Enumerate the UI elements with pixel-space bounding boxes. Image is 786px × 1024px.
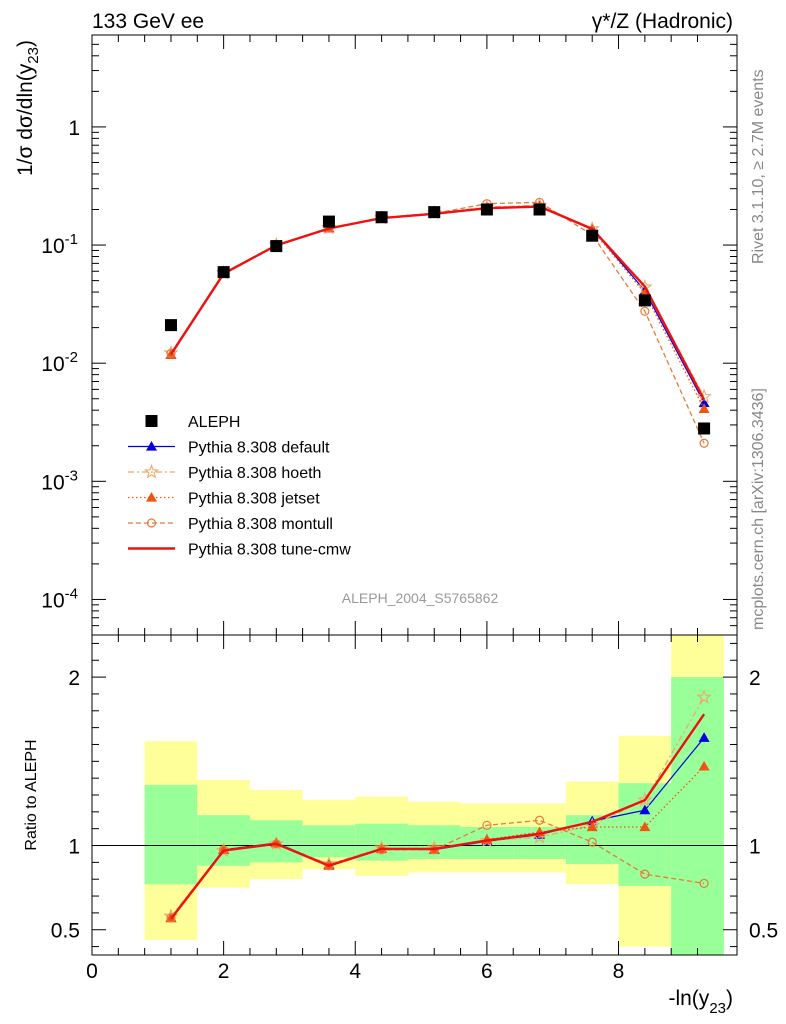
- ratio-line-hoeth: [170, 696, 705, 917]
- legend-label-aleph: ALEPH: [188, 414, 240, 431]
- energy-label: 133 GeV ee: [92, 10, 204, 33]
- ratio-point-jetset: [639, 821, 651, 832]
- ratio-point-jetset: [586, 821, 598, 832]
- ratio-y-tick-label: 1: [68, 836, 80, 859]
- uncertainty-band-inner: [302, 825, 356, 858]
- ratio-panel: 0.5 0.5 1 1 2 2 0 2 4 6 8 Ratio to ALEPH -ln(y23): [23, 634, 778, 1017]
- point-montull: [640, 306, 650, 316]
- main-y-axis-label: 1/σ dσ/dln(y23): [14, 40, 42, 176]
- mcplots-label: mcplots.cern.ch [arXiv:1306.3436]: [750, 388, 767, 630]
- y-tick-label: 10-1: [41, 231, 78, 258]
- ratio-point-default: [698, 732, 710, 742]
- point-montull: [699, 438, 709, 448]
- legend-marker-montull: [146, 518, 157, 528]
- line-hoeth: [170, 204, 705, 398]
- x-tick-label: 8: [613, 960, 625, 983]
- ratio-line-tune_cmw: [170, 713, 706, 920]
- legend-marker-jetset: [146, 492, 157, 502]
- point-aleph: [533, 203, 546, 216]
- point-aleph: [217, 266, 230, 279]
- ratio-point-jetset: [218, 844, 230, 854]
- ratio-y-tick-label: 0.5: [51, 920, 80, 943]
- line-default: [170, 205, 705, 404]
- analysis-id: ALEPH_2004_S5765862: [342, 590, 499, 606]
- y-tick-label: 10-3: [41, 467, 78, 494]
- y-tick-label: 10-4: [41, 585, 78, 612]
- uncertainty-band-inner: [144, 784, 198, 885]
- x-label-subscript: 23: [709, 1000, 726, 1017]
- line-montull: [170, 201, 705, 444]
- point-aleph: [480, 203, 493, 216]
- ratio-point-montull: [482, 820, 492, 830]
- ratio-point-montull: [587, 837, 597, 847]
- uncertainty-band-inner: [671, 677, 724, 955]
- legend-label-hoeth: Pythia 8.308 hoeth: [188, 465, 321, 482]
- ratio-point-hoeth: [696, 689, 712, 704]
- legend-marker-aleph: [145, 415, 158, 427]
- line-jetset: [170, 206, 705, 410]
- svg-text:-ln(y23): -ln(y23): [668, 987, 733, 1017]
- rivet-label: Rivet 3.1.10, ≥ 2.7M events: [750, 69, 767, 264]
- point-jetset: [698, 403, 710, 414]
- x-axis-label: -ln(y23): [668, 987, 733, 1017]
- ratio-axes: 0.5 0.5 1 1 2 2 0 2 4 6 8: [51, 635, 778, 983]
- main-plot-panel: 10-4 10-3 10-2 10-1 1 ALEPH_2004_S5765862 1/…: [14, 34, 738, 636]
- x-tick-label: 4: [349, 960, 361, 983]
- x-label-close: ): [726, 987, 733, 1010]
- y-label-subscript: 23: [25, 47, 42, 64]
- main-plot-axes: 10-4 10-3 10-2 10-1 1: [41, 34, 737, 636]
- ratio-y-tick-label-right: 0.5: [749, 920, 778, 943]
- line-tune_cmw: [169, 205, 706, 401]
- ratio-y-axis-label: Ratio to ALEPH: [23, 739, 40, 850]
- x-tick-label: 2: [218, 960, 230, 983]
- legend: ALEPH Pythia 8.308 default Pythia 8.308 ho…: [128, 414, 351, 559]
- x-tick-label: 0: [86, 960, 98, 983]
- ratio-point-montull: [699, 878, 709, 889]
- ratio-point-default: [639, 804, 651, 815]
- uncertainty-band-inner: [197, 815, 250, 866]
- legend-marker-default: [146, 441, 157, 451]
- x-tick-label: 6: [481, 960, 493, 983]
- y-label-prefix: 1/σ dσ/dln(y: [14, 63, 37, 176]
- svg-text:1/σ dσ/dln(y23): 1/σ dσ/dln(y23): [14, 40, 42, 176]
- y-tick-label: 1: [68, 117, 80, 140]
- process-label: γ*/Z (Hadronic): [592, 10, 733, 33]
- ratio-point-montull: [640, 869, 650, 879]
- point-aleph: [638, 294, 651, 307]
- ratio-y-tick-label-right: 1: [749, 836, 761, 859]
- y-tick-label: 10-2: [41, 349, 78, 376]
- legend-marker-hoeth: [143, 463, 160, 479]
- ratio-y-tick-label: 2: [68, 667, 80, 690]
- ratio-point-hoeth: [637, 791, 653, 807]
- ratio-point-jetset: [698, 760, 710, 771]
- point-aleph: [698, 422, 711, 435]
- point-aleph: [375, 211, 388, 224]
- y-label-close: ): [14, 40, 37, 47]
- point-aleph: [428, 206, 441, 219]
- ratio-point-montull: [534, 815, 545, 825]
- point-aleph: [164, 319, 177, 332]
- point-montull: [166, 348, 176, 359]
- legend-label-tune_cmw: Pythia 8.308 tune-cmw: [188, 542, 351, 559]
- ratio-data: [92, 635, 737, 955]
- main-plot-data: [163, 197, 712, 448]
- x-label-prefix: -ln(y: [668, 987, 709, 1010]
- legend-label-jetset: Pythia 8.308 jetset: [188, 491, 320, 508]
- point-aleph: [322, 215, 335, 228]
- legend-label-montull: Pythia 8.308 montull: [188, 516, 333, 533]
- ratio-y-tick-label-right: 2: [749, 667, 761, 690]
- point-aleph: [586, 229, 599, 242]
- point-aleph: [270, 240, 283, 253]
- legend-label-default: Pythia 8.308 default: [188, 440, 330, 457]
- ratio-point-montull: [324, 861, 334, 871]
- ratio-point-montull: [166, 913, 176, 923]
